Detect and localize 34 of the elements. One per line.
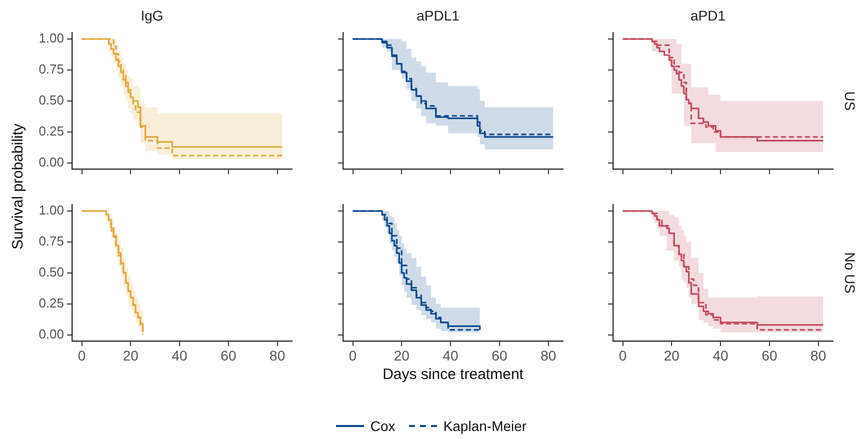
x-tick-label: 60 [762, 347, 778, 364]
legend-label: Cox [370, 418, 396, 434]
chart-title: IgG [140, 7, 164, 24]
y-tick-label: 1.00 [38, 202, 64, 218]
x-tick-label: 40 [172, 347, 188, 364]
chart-title: aPD1 [690, 7, 726, 24]
y-tick-label: 0.00 [38, 326, 64, 342]
x-tick-label: 0 [78, 347, 86, 364]
x-axis-title: Days since treatment [382, 366, 524, 384]
y-tick-label: 0.50 [38, 92, 64, 108]
y-tick-label: 0.75 [38, 234, 64, 249]
x-tick-label: 80 [810, 347, 826, 364]
x-tick-label: 60 [492, 347, 508, 364]
chart-title: aPDL1 [416, 7, 460, 24]
y-axis-title: Survival probability [10, 122, 26, 252]
x-tick-label: 0 [618, 347, 627, 364]
y-tick-label: 0.75 [38, 62, 64, 77]
y2-axis-title: No US [842, 252, 858, 294]
x-tick-label: 60 [220, 347, 236, 364]
y-tick-label: 0.00 [38, 154, 64, 170]
y-tick-label: 0.25 [38, 124, 64, 139]
legend-label: Kaplan-Meier [443, 418, 527, 434]
x-tick-label: 20 [394, 347, 410, 364]
x-tick-label: 20 [122, 347, 139, 364]
x-tick-label: 80 [270, 347, 286, 364]
y2-axis-title: US [842, 91, 858, 111]
x-tick-label: 80 [540, 347, 556, 364]
x-tick-label: 40 [442, 347, 459, 364]
x-tick-label: 20 [664, 347, 680, 364]
x-tick-label: 0 [348, 347, 357, 364]
y-tick-label: 0.25 [38, 295, 64, 310]
x-tick-label: 40 [712, 347, 729, 364]
y-tick-label: 0.50 [38, 264, 64, 280]
y-tick-label: 1.00 [38, 30, 64, 46]
